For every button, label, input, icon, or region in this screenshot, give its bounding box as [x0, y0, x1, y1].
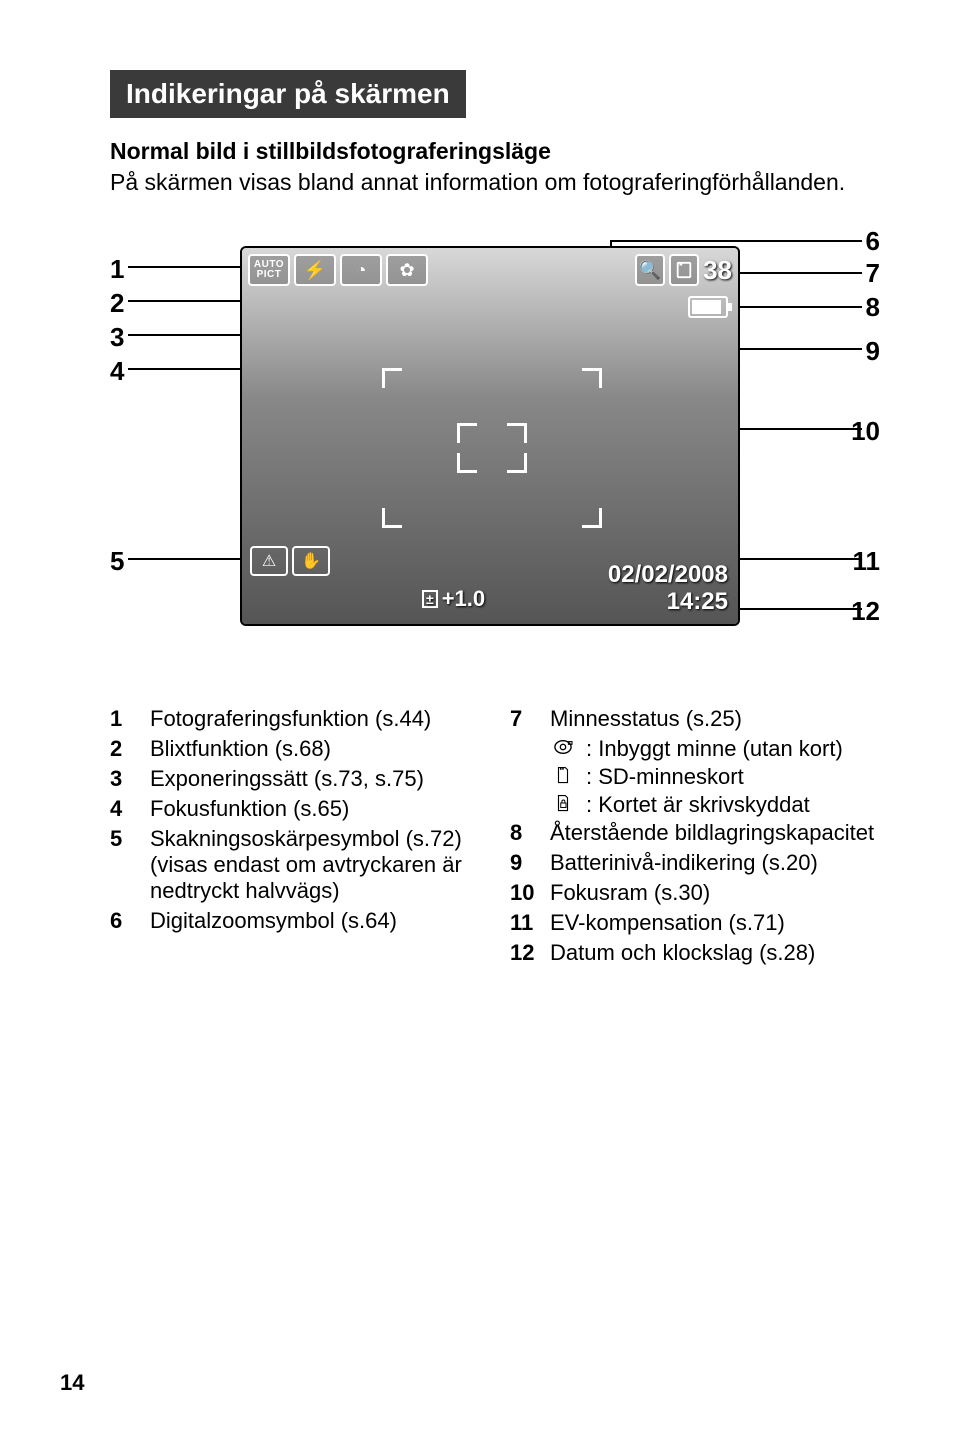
callout-5: 5	[110, 546, 124, 577]
legend-sub-entry: : Inbyggt minne (utan kort)	[550, 736, 880, 762]
ev-compensation-row: ± +1.0	[422, 586, 485, 612]
callout-2: 2	[110, 288, 124, 319]
builtin-memory-icon	[550, 736, 576, 762]
legend-entry: 4Fokusfunktion (s.65)	[110, 796, 480, 822]
remaining-count: 38	[703, 255, 732, 286]
callout-9: 9	[866, 336, 880, 367]
lcd-background: AUTO PICT ⚡ ◔ ✿ 🔍 38	[242, 248, 738, 624]
legend-entry: 5Skakningsoskärpesymbol (s.72) (visas en…	[110, 826, 480, 904]
callout-3: 3	[110, 322, 124, 353]
leader-line	[610, 240, 862, 242]
legend-entry: 7Minnesstatus (s.25)	[510, 706, 880, 732]
battery-icon	[688, 296, 728, 318]
lcd-top-icons: AUTO PICT ⚡ ◔ ✿ 🔍 38	[248, 254, 732, 286]
subtitle: Normal bild i stillbildsfotograferingslä…	[110, 138, 880, 165]
legend-entry: 11EV-kompensation (s.71)	[510, 910, 880, 936]
shake-warning-row: ⚠ ✋	[250, 546, 330, 576]
timer-icon: ◔	[340, 254, 382, 286]
legend-left-column: 1Fotograferingsfunktion (s.44) 2Blixtfun…	[110, 706, 480, 970]
leader-line	[740, 608, 862, 610]
auto-pict-icon: AUTO PICT	[248, 254, 290, 286]
camera-lcd: AUTO PICT ⚡ ◔ ✿ 🔍 38	[240, 246, 740, 626]
leader-line	[128, 558, 248, 560]
legend-entry: 8Återstående bildlagringskapacitet	[510, 820, 880, 846]
leader-line	[740, 558, 862, 560]
callout-7: 7	[866, 258, 880, 289]
callout-10: 10	[851, 416, 880, 447]
pict-label: PICT	[257, 270, 282, 280]
legend-entry: 9Batterinivå-indikering (s.20)	[510, 850, 880, 876]
legend-entry: 6Digitalzoomsymbol (s.64)	[110, 908, 480, 934]
page-title: Indikeringar på skärmen	[126, 78, 450, 109]
legend-entry: 1Fotograferingsfunktion (s.44)	[110, 706, 480, 732]
legend-entry: 2Blixtfunktion (s.68)	[110, 736, 480, 762]
legend-sub-entry: : Kortet är skrivskyddat	[550, 792, 880, 818]
ev-badge-icon: ±	[422, 590, 438, 608]
legend-columns: 1Fotograferingsfunktion (s.44) 2Blixtfun…	[110, 706, 880, 970]
legend-entry: 12Datum och klockslag (s.28)	[510, 940, 880, 966]
warning-icon: ⚠	[250, 546, 288, 576]
callout-12: 12	[851, 596, 880, 627]
callout-1: 1	[110, 254, 124, 285]
sd-card-icon	[550, 764, 576, 790]
leader-line	[128, 266, 246, 268]
page-title-bar: Indikeringar på skärmen	[110, 70, 466, 118]
callout-4: 4	[110, 356, 124, 387]
legend-right-column: 7Minnesstatus (s.25) : Inbyggt minne (ut…	[510, 706, 880, 970]
date-time-block: 02/02/2008 14:25	[608, 561, 728, 616]
callout-11: 11	[853, 546, 881, 577]
lcd-date: 02/02/2008	[608, 561, 728, 589]
page: Indikeringar på skärmen Normal bild i st…	[0, 0, 960, 970]
page-number: 14	[60, 1370, 84, 1396]
memory-status-icon	[669, 254, 699, 286]
legend-sub-entry: : SD-minneskort	[550, 764, 880, 790]
legend-entry: 10Fokusram (s.30)	[510, 880, 880, 906]
description: På skärmen visas bland annat information…	[110, 169, 880, 196]
focus-frame	[382, 368, 602, 528]
ev-value: +1.0	[442, 586, 485, 612]
leader-line	[722, 306, 862, 308]
callout-8: 8	[866, 292, 880, 323]
lcd-time: 14:25	[608, 588, 728, 616]
leader-line	[730, 348, 862, 350]
locked-card-icon	[550, 792, 576, 818]
flash-icon: ⚡	[294, 254, 336, 286]
callout-6: 6	[866, 226, 880, 257]
macro-icon: ✿	[386, 254, 428, 286]
zoom-icon: 🔍	[635, 254, 665, 286]
hand-shake-icon: ✋	[292, 546, 330, 576]
legend-entry: 3Exponeringssätt (s.73, s.75)	[110, 766, 480, 792]
camera-screen-diagram: 1 2 3 4 5 6 7 8 9 10 11 12	[110, 226, 880, 666]
